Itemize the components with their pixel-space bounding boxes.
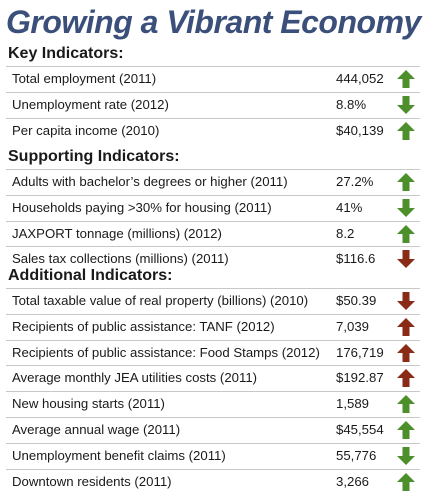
indicator-label: Unemployment benefit claims (2011) [12,448,226,463]
up-arrow-icon [397,225,415,243]
up-arrow-icon [397,70,415,88]
indicator-label: Households paying >30% for housing (2011… [12,200,272,215]
down-arrow-icon [397,250,415,268]
row-divider [6,118,420,119]
indicator-row: Adults with bachelor’s degrees or higher… [6,169,420,195]
row-divider [6,195,420,196]
row-divider [6,288,420,289]
indicator-value: $192.87 [336,370,384,385]
down-arrow-icon [397,199,415,217]
indicator-label: Sales tax collections (millions) (2011) [12,251,229,266]
row-divider [6,391,420,392]
indicator-row: Unemployment rate (2012) 8.8% [6,92,420,118]
row-divider [6,169,420,170]
down-arrow-icon [397,96,415,114]
row-divider [6,246,420,247]
indicator-row: Unemployment benefit claims (2011) 55,776 [6,443,420,469]
indicator-value: $116.6 [336,251,376,266]
indicator-label: Recipients of public assistance: Food St… [12,345,320,360]
up-arrow-icon [397,344,415,362]
down-arrow-icon [397,292,415,310]
indicator-row: Downtown residents (2011) 3,266 [6,469,420,495]
indicator-row: Recipients of public assistance: TANF (2… [6,314,420,340]
row-divider [6,417,420,418]
section-heading: Key Indicators: [8,45,124,62]
indicator-label: Adults with bachelor’s degrees or higher… [12,174,288,189]
indicator-value: 55,776 [336,448,377,463]
indicator-row: Average monthly JEA utilities costs (201… [6,365,420,391]
indicator-value: 444,052 [336,71,384,86]
indicator-row: Total taxable value of real property (bi… [6,288,420,314]
indicator-label: Per capita income (2010) [12,123,160,138]
row-divider [6,66,420,67]
up-arrow-icon [397,173,415,191]
indicator-label: JAXPORT tonnage (millions) (2012) [12,226,222,241]
page-title: Growing a Vibrant Economy [6,4,421,40]
indicator-value: $40,139 [336,123,384,138]
row-divider [6,469,420,470]
row-divider [6,92,420,93]
row-divider [6,340,420,341]
indicator-label: Unemployment rate (2012) [12,97,169,112]
indicator-label: Downtown residents (2011) [12,474,172,489]
indicator-value: $45,554 [336,422,384,437]
section-heading: Additional Indicators: [8,267,173,284]
indicator-row: Sales tax collections (millions) (2011) $… [6,246,420,272]
indicator-value: 27.2% [336,174,374,189]
indicator-value: 176,719 [336,345,384,360]
row-divider [6,443,420,444]
indicator-value: 8.2 [336,226,355,241]
down-arrow-icon [397,447,415,465]
indicator-label: Recipients of public assistance: TANF (2… [12,319,275,334]
indicator-value: 3,266 [336,474,370,489]
indicator-label: Total taxable value of real property (bi… [12,293,309,308]
indicator-value: 8.8% [336,97,367,112]
indicator-label: Average annual wage (2011) [12,422,181,437]
indicator-label: New housing starts (2011) [12,396,165,411]
row-divider [6,221,420,222]
up-arrow-icon [397,369,415,387]
up-arrow-icon [397,473,415,491]
indicator-value: 1,589 [336,396,370,411]
indicator-row: Recipients of public assistance: Food St… [6,340,420,366]
indicator-value: $50.39 [336,293,377,308]
indicator-value: 7,039 [336,319,370,334]
up-arrow-icon [397,318,415,336]
indicator-row: New housing starts (2011) 1,589 [6,391,420,417]
indicator-row: Average annual wage (2011) $45,554 [6,417,420,443]
indicator-row: Per capita income (2010) $40,139 [6,118,420,144]
indicator-label: Average monthly JEA utilities costs (201… [12,370,258,385]
indicator-label: Total employment (2011) [12,71,157,86]
up-arrow-icon [397,122,415,140]
indicator-value: 41% [336,200,363,215]
indicator-row: Total employment (2011) 444,052 [6,66,420,92]
section-heading: Supporting Indicators: [8,148,180,165]
row-divider [6,365,420,366]
up-arrow-icon [397,421,415,439]
indicator-row: Households paying >30% for housing (2011… [6,195,420,221]
up-arrow-icon [397,395,415,413]
row-divider [6,314,420,315]
indicator-row: JAXPORT tonnage (millions) (2012) 8.2 [6,221,420,247]
